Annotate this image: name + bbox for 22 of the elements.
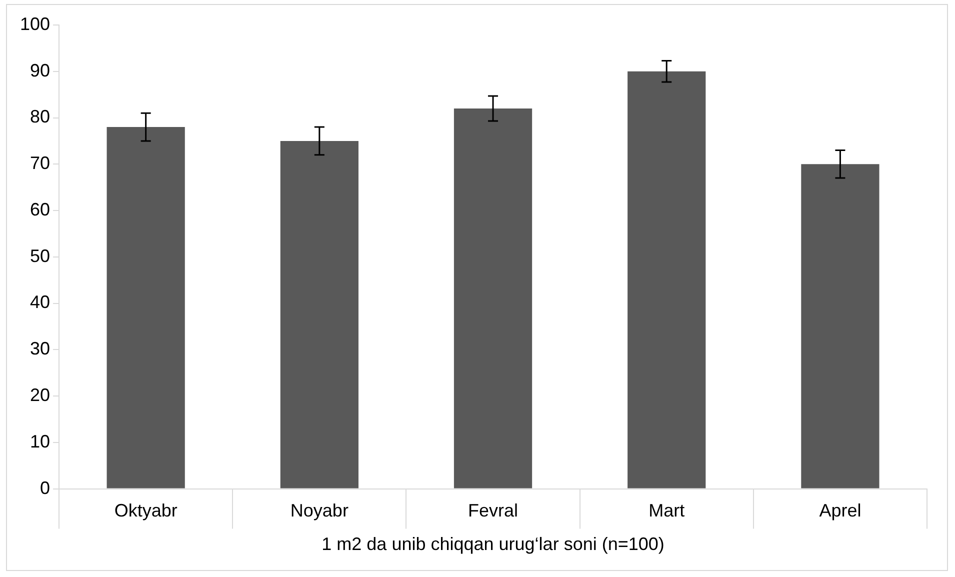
y-tick-label: 40 xyxy=(30,292,50,312)
x-tick-label: Fevral xyxy=(468,500,518,521)
bar xyxy=(801,164,880,488)
y-tick-label: 0 xyxy=(40,478,50,498)
y-tick-label: 100 xyxy=(20,14,50,34)
x-axis-title: 1 m2 da unib chiqqan urug‘lar soni (n=100) xyxy=(322,534,664,554)
y-tick-label: 70 xyxy=(30,153,50,174)
y-tick-label: 50 xyxy=(30,246,50,266)
y-tick-label: 20 xyxy=(30,385,50,406)
x-tick-label: Noyabr xyxy=(290,500,348,521)
y-tick-label: 30 xyxy=(30,338,50,359)
bar xyxy=(280,140,358,488)
x-tick-label: Oktyabr xyxy=(114,500,178,521)
y-tick-label: 90 xyxy=(30,60,50,80)
x-tick-label: Aprel xyxy=(819,500,862,521)
bar xyxy=(454,108,532,488)
x-tick-label: Mart xyxy=(648,500,685,521)
y-tick-label: 10 xyxy=(30,431,50,452)
bar xyxy=(106,127,185,488)
bar xyxy=(628,71,706,488)
y-tick-label: 80 xyxy=(30,106,50,127)
y-tick-label: 60 xyxy=(30,199,50,220)
